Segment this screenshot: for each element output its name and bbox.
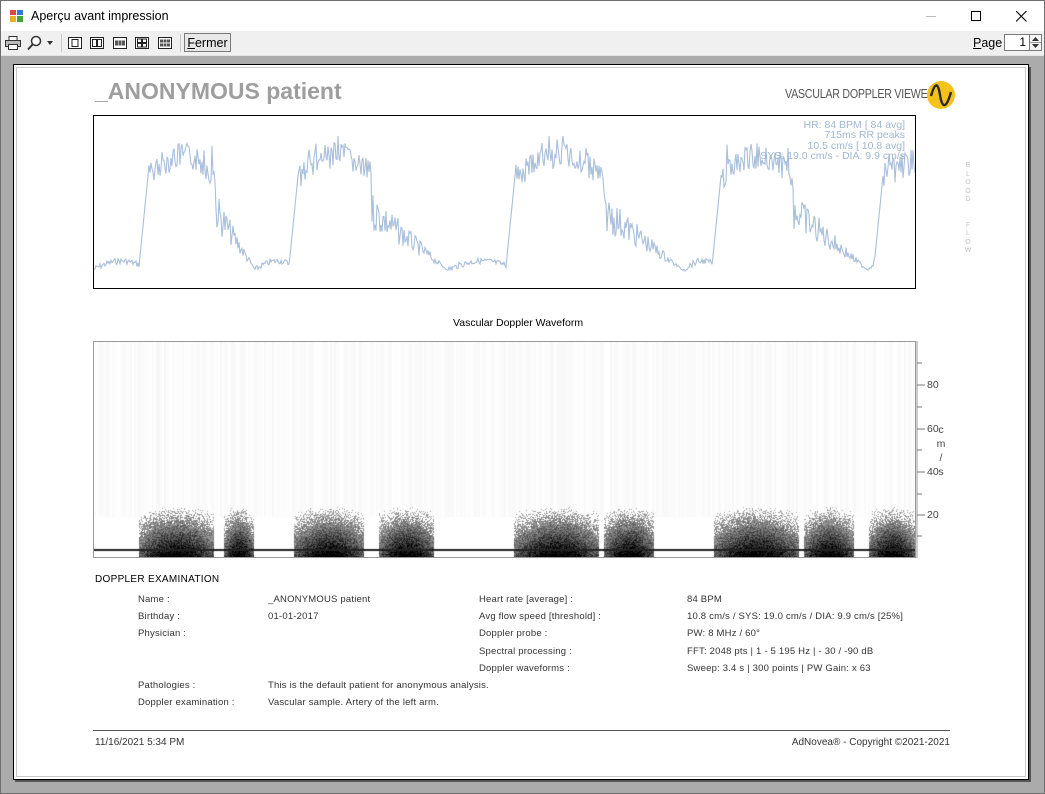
velocity-axis-ticks xyxy=(916,341,925,558)
close-icon xyxy=(1015,10,1027,22)
name-label: Name : xyxy=(138,594,170,605)
close-window-button[interactable] xyxy=(998,1,1044,31)
two-pages-button[interactable] xyxy=(88,34,106,52)
flow-stat-hr: HR: 84 BPM [ 84 avg] xyxy=(803,119,905,131)
page-margin-frame xyxy=(16,67,1026,777)
chevron-down-icon xyxy=(46,41,53,45)
tick-60: 60 xyxy=(927,423,939,435)
print-button[interactable] xyxy=(4,34,22,52)
page-label: Page xyxy=(973,36,1002,50)
vertical-label-char xyxy=(964,205,972,222)
flow-speed-label: Avg flow speed [threshold] : xyxy=(479,611,602,622)
one-page-button[interactable] xyxy=(66,34,84,52)
pathologies-value: This is the default patient for anonymou… xyxy=(268,680,489,691)
three-pages-button[interactable] xyxy=(111,34,129,52)
one-page-icon xyxy=(68,37,82,49)
tick-80: 80 xyxy=(927,379,939,391)
physician-label: Physician : xyxy=(138,628,187,639)
magnifier-icon xyxy=(26,35,41,51)
page-number-input[interactable]: 1 xyxy=(1004,34,1030,51)
waveform-title: Vascular Doppler Waveform xyxy=(453,317,584,329)
vertical-label-char: O xyxy=(965,179,971,186)
footer-date: 11/16/2021 5:34 PM xyxy=(95,737,185,748)
vertical-label-char: L xyxy=(966,170,970,178)
toolbar-separator xyxy=(180,34,181,52)
window-title: Aperçu avant impression xyxy=(31,9,169,23)
spectral-value: FFT: 2048 pts | 1 - 5 195 Hz | - 30 / -9… xyxy=(687,646,874,657)
six-pages-button[interactable] xyxy=(156,34,174,52)
tick-40: 40 xyxy=(927,466,939,478)
birthday-label: Birthday : xyxy=(138,611,181,622)
heart-rate-label: Heart rate [average] : xyxy=(479,594,574,605)
flow-speed-value: 10.8 cm/s / SYS: 19.0 cm/s / DIA: 9.9 cm… xyxy=(687,611,904,622)
title-bar: Aperçu avant impression xyxy=(1,1,1044,31)
maximize-icon xyxy=(970,10,981,21)
flow-stat-rr: 715ms RR peaks xyxy=(824,129,905,142)
heart-rate-value: 84 BPM xyxy=(687,594,722,605)
unit-char: m xyxy=(936,438,946,450)
vertical-label-char: O xyxy=(965,238,971,246)
blood-flow-chart: HR: 84 BPM [ 84 avg] 715ms RR peaks 10.5… xyxy=(93,115,916,289)
page-label-rest: age xyxy=(981,36,1003,50)
maximize-button[interactable] xyxy=(953,1,999,31)
section-title: DOPPLER EXAMINATION xyxy=(95,574,220,585)
doppler-logo-icon xyxy=(927,81,955,109)
spinner-arrows-icon xyxy=(1030,37,1041,48)
toolbar-separator xyxy=(61,34,62,52)
examination-value: Vascular sample. Artery of the left arm. xyxy=(268,697,439,708)
tick-20: 20 xyxy=(927,509,939,521)
probe-label: Doppler probe : xyxy=(479,628,548,639)
brand-name: VASCULAR DOPPLER VIEWER xyxy=(785,86,935,101)
zoom-dropdown-button[interactable] xyxy=(25,34,55,52)
four-pages-button[interactable] xyxy=(133,34,151,52)
blood-flow-line xyxy=(94,135,915,272)
four-pages-icon xyxy=(135,37,149,49)
probe-value: PW: 8 MHz / 60° xyxy=(687,628,761,639)
vertical-label-char: D xyxy=(965,196,971,203)
flow-stat-speed: 10.5 cm/s [ 10.8 avg] xyxy=(807,139,905,152)
unit-char: s xyxy=(938,466,944,478)
report-page: _ANONYMOUS patient VASCULAR DOPPLER VIEW… xyxy=(13,64,1029,780)
name-value: _ANONYMOUS patient xyxy=(268,594,371,605)
unit-char: c xyxy=(938,424,944,436)
minimize-button[interactable] xyxy=(908,1,954,31)
vertical-label-char: W xyxy=(964,247,972,254)
vertical-label-char: F xyxy=(965,221,971,229)
flow-stats: HR: 84 BPM [ 84 avg] 715ms RR peaks 10.5… xyxy=(760,119,905,162)
spectrogram-canvas xyxy=(94,342,915,557)
waveforms-value: Sweep: 3.4 s | 300 points | PW Gain: x 6… xyxy=(687,663,871,674)
close-preview-button[interactable]: Fermer xyxy=(184,33,231,52)
six-pages-icon xyxy=(158,37,172,49)
birthday-value: 01-01-2017 xyxy=(268,611,319,622)
two-pages-icon xyxy=(90,37,104,49)
minimize-icon xyxy=(925,15,936,17)
examination-label: Doppler examination : xyxy=(138,697,235,708)
doppler-spectrogram xyxy=(93,341,916,558)
close-label-rest: ermer xyxy=(194,36,228,50)
velocity-unit: c m / s xyxy=(935,423,947,479)
velocity-axis xyxy=(916,341,966,558)
footer-copyright: AdNovea® - Copyright ©2021-2021 xyxy=(791,737,950,748)
print-preview-app-icon xyxy=(10,10,23,22)
waveforms-label: Doppler waveforms : xyxy=(479,663,570,674)
vertical-label-char: O xyxy=(965,187,971,195)
patient-title: _ANONYMOUS patient xyxy=(95,78,342,104)
page-spinner[interactable] xyxy=(1030,34,1042,51)
three-pages-icon xyxy=(113,37,127,49)
printer-icon xyxy=(5,36,21,50)
close-mnemonic: F xyxy=(187,36,195,50)
footer-divider xyxy=(93,730,950,731)
pathologies-label: Pathologies : xyxy=(138,680,196,691)
vertical-label-char: L xyxy=(966,230,970,237)
flow-stat-sys-dia: SYS: 19.0 cm/s - DIA: 9.9 cm/s xyxy=(760,149,905,162)
spectral-label: Spectral processing : xyxy=(479,646,572,657)
vertical-label-char: B xyxy=(965,162,971,169)
preview-toolbar: Fermer Page 1 xyxy=(1,31,1044,56)
blood-flow-trace xyxy=(94,135,915,272)
unit-char: / xyxy=(939,452,943,464)
page-mnemonic: P xyxy=(973,36,982,50)
